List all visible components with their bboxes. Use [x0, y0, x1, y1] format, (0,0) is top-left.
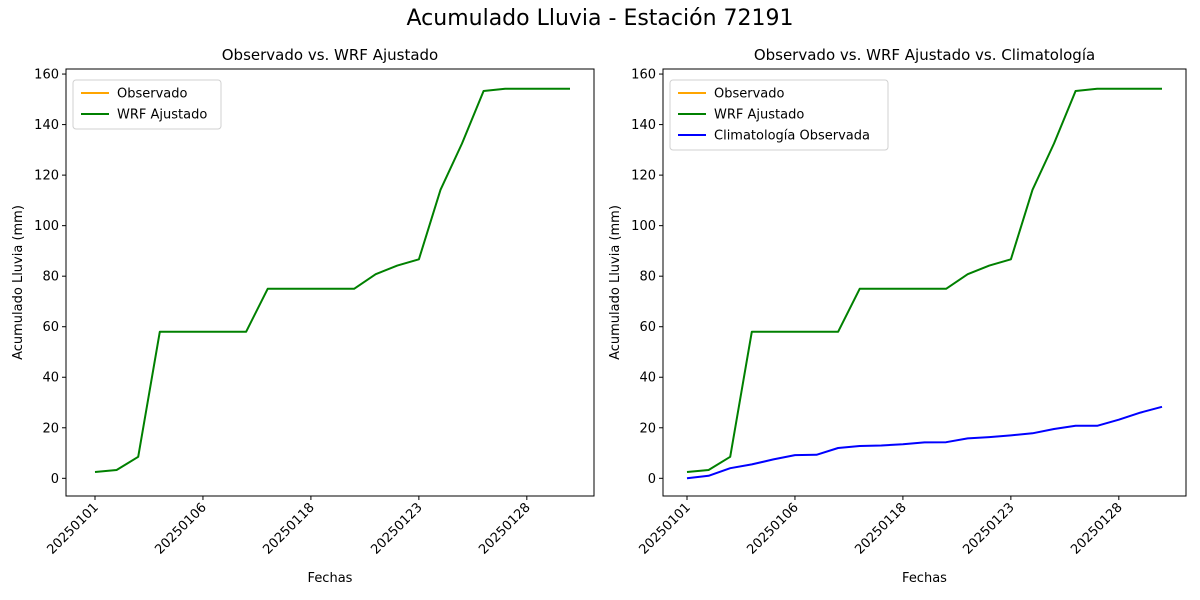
panel-1-xtick-label: 20250101 [44, 500, 101, 557]
panel-1-ytick-label: 0 [51, 472, 59, 487]
panel-2-ytick-label: 160 [631, 68, 656, 83]
panel-1-ytick-label: 80 [42, 270, 59, 285]
panel-1-series-wrf-ajustado [94, 87, 570, 473]
panel-2-legend-label: Observado [714, 87, 785, 102]
panel-2-legend-box [669, 79, 889, 151]
panel-2-title: Observado vs. WRF Ajustado vs. Climatolo… [754, 46, 1095, 64]
panel-2-ytick-label: 80 [639, 270, 656, 285]
panel-1-xlabel: Fechas [308, 571, 353, 586]
panel-2-frame [662, 68, 1187, 497]
panel-2-xtick-label: 20250118 [852, 500, 909, 557]
panel-2-xlabel: Fechas [902, 571, 947, 586]
panel-1-ytick-label: 140 [34, 118, 59, 133]
panel-2-legend-label: Climatología Observada [714, 129, 870, 144]
panel-2-legend-label: WRF Ajustado [714, 108, 804, 123]
panel-1-xtick-label: 20250123 [368, 500, 425, 557]
panel-2-xtick-label: 20250128 [1068, 500, 1125, 557]
panel-2-xtick-label: 20250123 [960, 500, 1017, 557]
panel-1-xtick-label: 20250128 [476, 500, 533, 557]
panel-1-ytick-label: 20 [42, 421, 59, 436]
panel-2-xtick-label: 20250101 [636, 500, 693, 557]
panel-1-ytick-label: 60 [42, 320, 59, 335]
panel-2-series-wrf-ajustado [686, 87, 1162, 473]
panel-2-ytick-label: 140 [631, 118, 656, 133]
panel-1-ytick-label: 40 [42, 371, 59, 386]
panel-1-legend-box [72, 79, 222, 130]
panel-2-ylabel: Acumulado Lluvia (mm) [608, 205, 623, 360]
panel-1-legend-label: WRF Ajustado [117, 108, 207, 123]
panel-2-ytick-label: 40 [639, 371, 656, 386]
panel-1-ylabel: Acumulado Lluvia (mm) [11, 205, 26, 360]
panel-1-ytick-label: 100 [34, 219, 59, 234]
panel-1-xtick-label: 20250106 [152, 500, 209, 557]
panel-1-frame [65, 68, 595, 497]
panel-2-xtick-label: 20250106 [744, 500, 801, 557]
panel-2-ytick-label: 60 [639, 320, 656, 335]
panel-2-ytick-label: 100 [631, 219, 656, 234]
figure-title: Acumulado Lluvia - Estación 72191 [406, 6, 794, 31]
panel-2-ytick-label: 20 [639, 421, 656, 436]
panel-1-ytick-label: 160 [34, 68, 59, 83]
panel-1-title: Observado vs. WRF Ajustado [222, 46, 438, 64]
panel-1-xtick-label: 20250118 [260, 500, 317, 557]
panel-2-series-climatología-observada [686, 405, 1163, 480]
panel-2-ytick-label: 0 [648, 472, 656, 487]
panel-2-ytick-label: 120 [631, 169, 656, 184]
panel-1-legend-label: Observado [117, 87, 188, 102]
panel-1-ytick-label: 120 [34, 169, 59, 184]
